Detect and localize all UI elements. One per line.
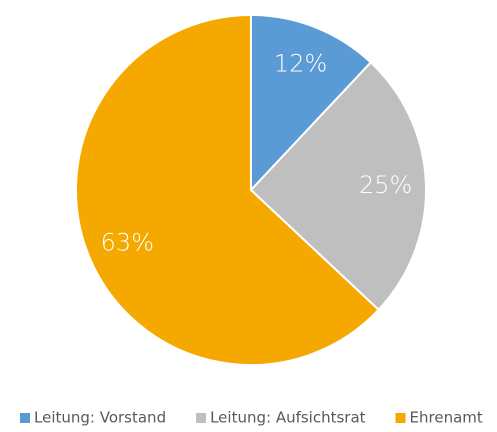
legend-swatch: [20, 413, 30, 423]
data-label: 25%: [359, 171, 412, 199]
legend-swatch: [196, 413, 207, 423]
legend-label: Ehrenamt: [410, 409, 483, 427]
pie-slice: [75, 13, 380, 366]
pie-slice: [250, 13, 373, 193]
data-label: 63%: [101, 229, 154, 257]
data-label: 12%: [274, 50, 327, 78]
legend-label: Leitung: Aufsichtsrat: [210, 409, 366, 427]
legend-swatch: [395, 413, 406, 423]
legend-label: Leitung: Vorstand: [34, 409, 166, 427]
pie-slice: [249, 61, 428, 312]
